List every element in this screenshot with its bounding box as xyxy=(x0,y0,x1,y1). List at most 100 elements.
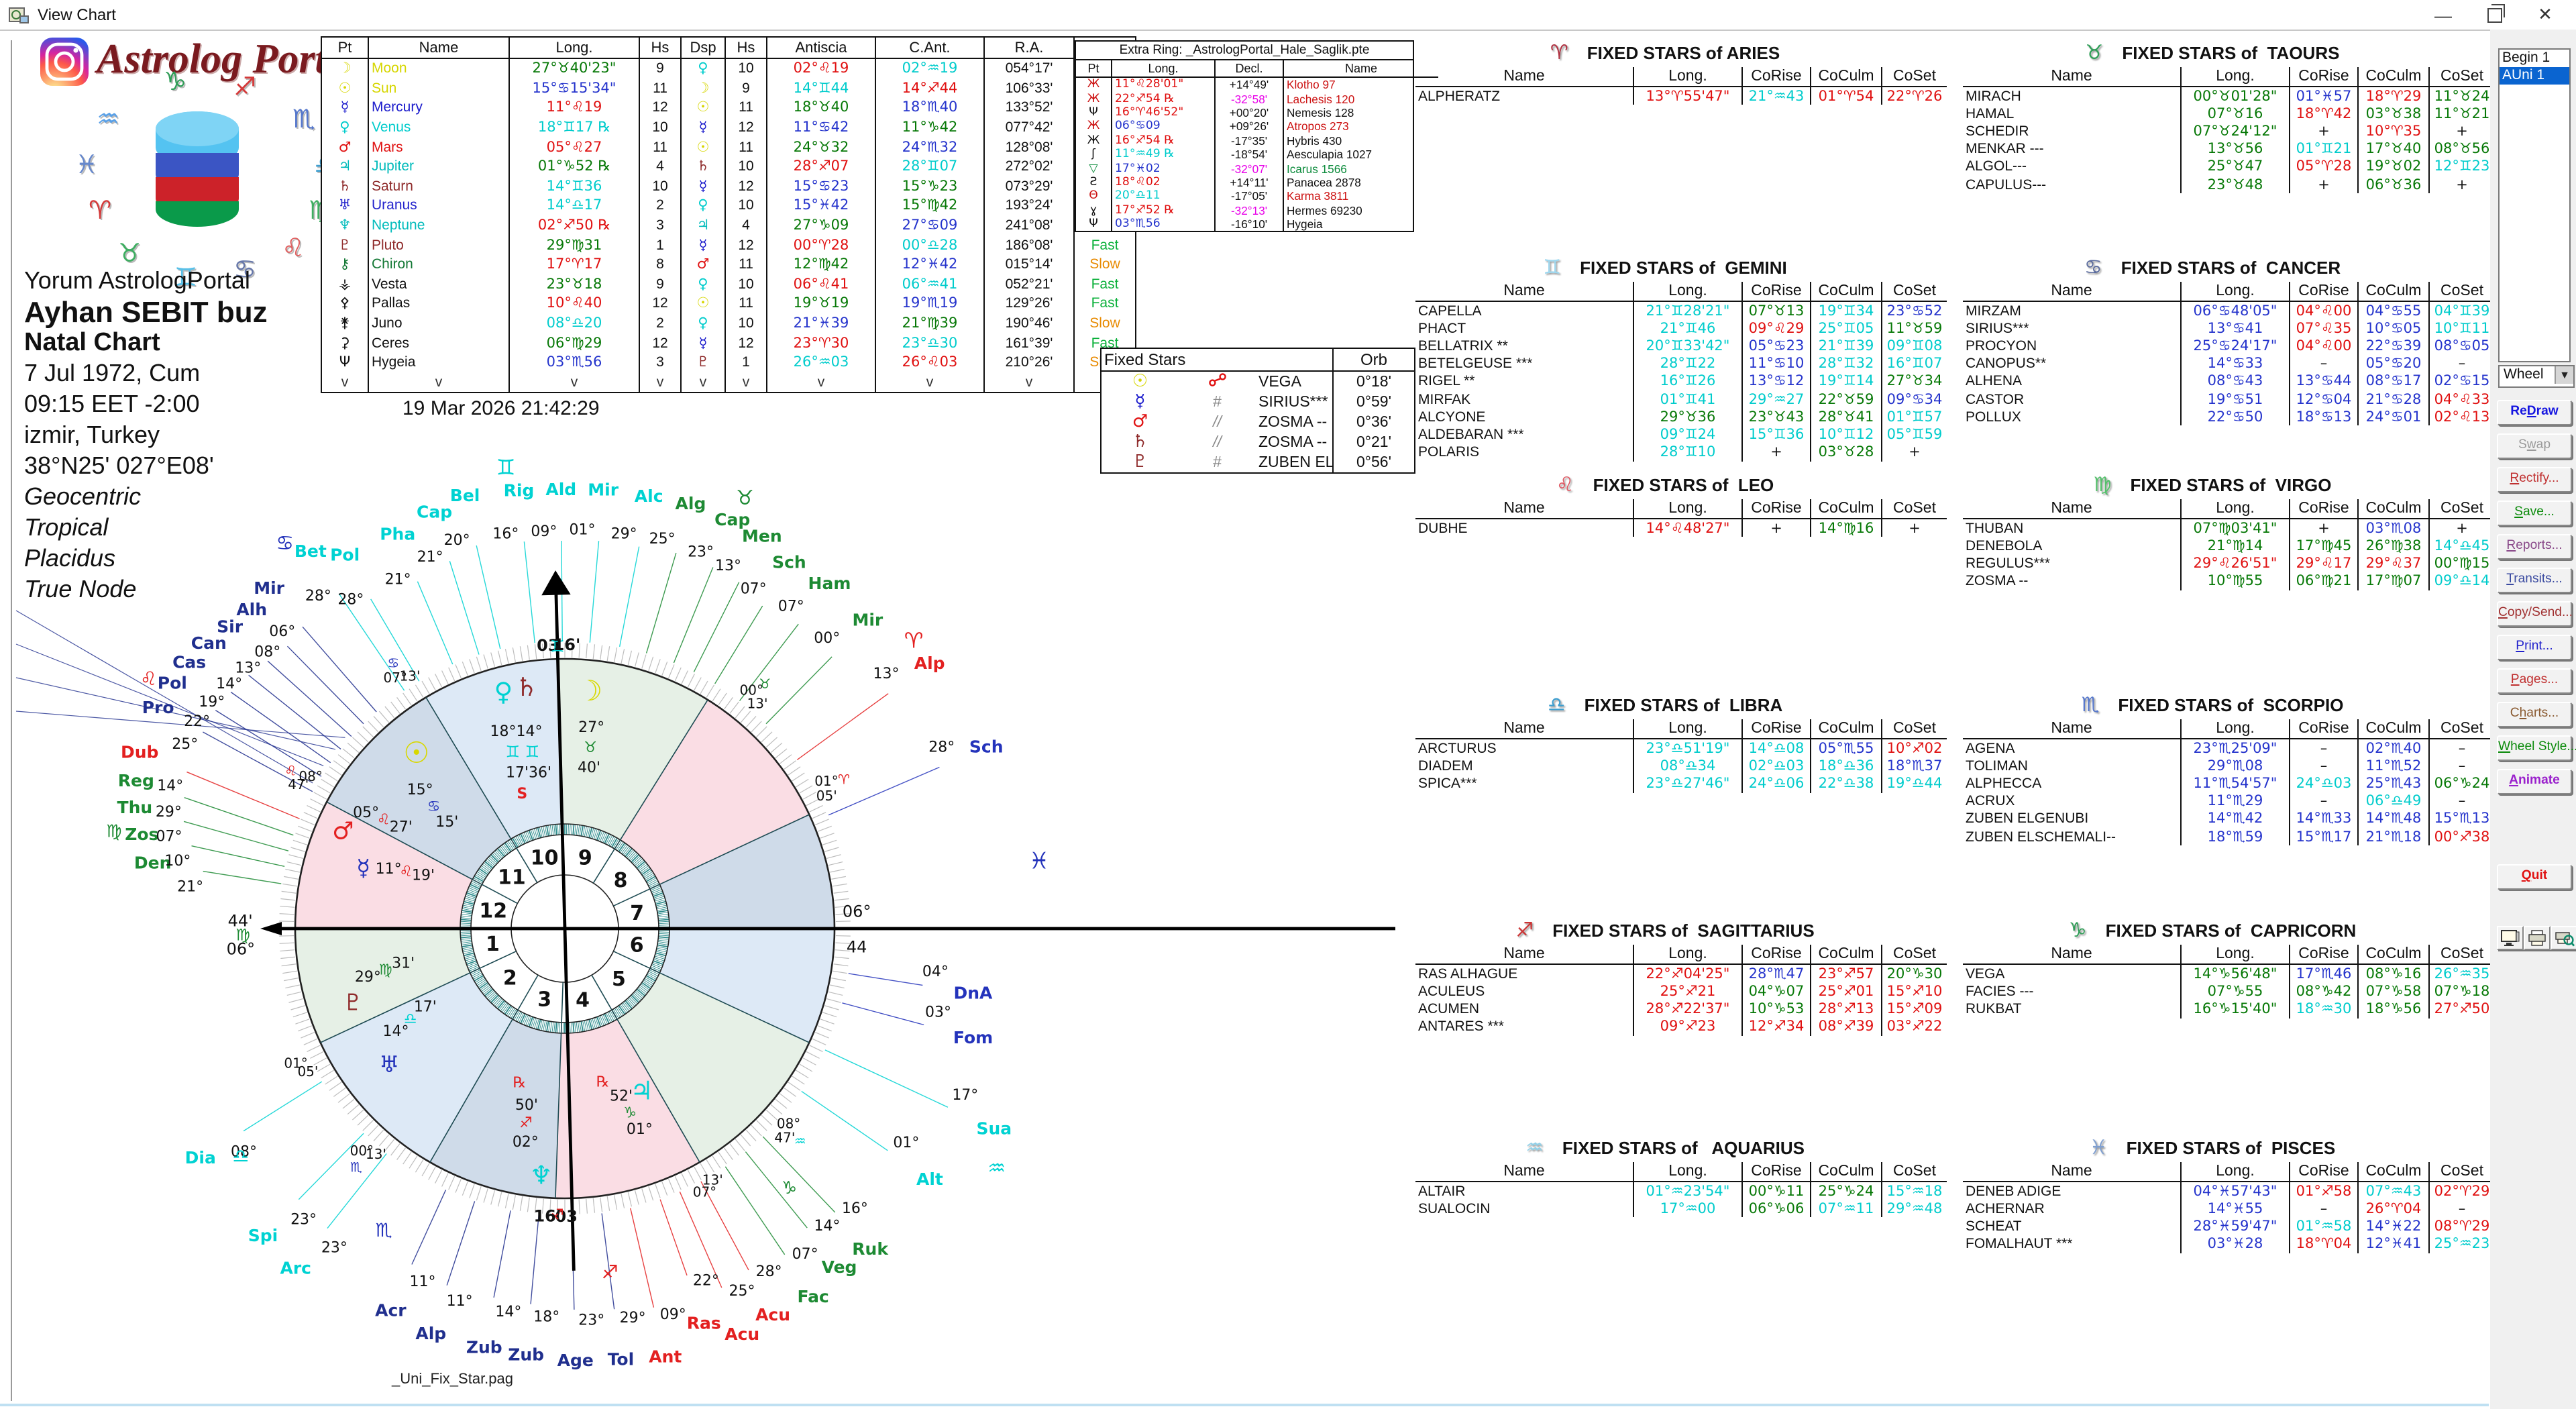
sign-glyph: ♊ xyxy=(496,455,516,480)
svg-text:13': 13' xyxy=(747,696,768,712)
wheel-style-button[interactable]: Wheel Style... xyxy=(2497,735,2576,761)
printer-icon[interactable] xyxy=(2524,926,2551,950)
swap-button[interactable]: Swap xyxy=(2497,433,2572,459)
star-row: ACUMEN 28°♐22'37" 10°♑53 28°♐13 15°♐09 xyxy=(1415,1000,1947,1019)
print-preview-icon[interactable] xyxy=(2551,926,2576,950)
zodiac-glyph: ♋ xyxy=(233,255,257,284)
print-button[interactable]: Print... xyxy=(2497,635,2572,660)
star-label: Reg xyxy=(118,771,154,790)
svg-text:☿: ☿ xyxy=(356,855,370,882)
animate-button[interactable]: Animate xyxy=(2497,769,2572,794)
save-button[interactable]: Save... xyxy=(2497,501,2572,526)
svg-text:28°: 28° xyxy=(337,592,364,609)
chart-list-item[interactable]: Begin 1 xyxy=(2502,50,2551,66)
chart-info-line: Ayhan SEBIT buz xyxy=(24,295,268,329)
reports-button[interactable]: Reports... xyxy=(2497,534,2572,560)
chevron-down-icon[interactable]: ▼ xyxy=(2555,366,2573,384)
aquarius-sign-icon: ♒ xyxy=(1525,1135,1544,1159)
svg-text:29°: 29° xyxy=(156,804,182,821)
quit-button[interactable]: Quit xyxy=(2497,864,2572,890)
star-row: ZUBEN ELSCHEMALI-- 18°♏59 15°♏17 21°♏18 00°♐… xyxy=(1963,827,2494,846)
star-row: CASTOR 19°♋51 12°♋04 21°♋28 04°♌33 xyxy=(1963,390,2494,409)
svg-text:17'36': 17'36' xyxy=(506,765,551,782)
star-row: CAPELLA 21°♊28'21" 07°♉13 19°♊34 23°♋52 xyxy=(1415,301,1947,320)
zodiac-glyph: ♒ xyxy=(97,105,120,134)
scroll-indicator-row: vvvvvvvvvv xyxy=(321,372,1136,393)
star-row: VEGA 14°♑56'48" 17°♏46 08°♑16 26°♒35 xyxy=(1963,964,2494,983)
planet-row: ♂ Mars 05°♌27 11 ☉ 11 24°♉32 24°♏32 128°… xyxy=(321,137,1136,157)
svg-text:14°: 14° xyxy=(216,676,242,692)
star-label: Spi xyxy=(248,1226,278,1245)
svg-text:17': 17' xyxy=(414,999,437,1016)
svg-text:13°: 13° xyxy=(873,666,899,682)
star-row: CAPULUS--- 23°♉48 +06°♉36 + xyxy=(1963,175,2494,194)
svg-text:05': 05' xyxy=(297,1063,318,1080)
redraw-button[interactable]: ReDraw xyxy=(2497,400,2572,425)
fixed-stars-table-taurus: ♉ FIXED STARS of TAOURS Name Long. CoRise CoC… xyxy=(1963,40,2494,194)
star-row: DIADEM 08°♎34 02°♎03 18°♎36 18°♏37 xyxy=(1415,757,1947,775)
planet-row: Ψ Hygeia 03°♏56 3 ♇ 1 26°♒03 26°♌03 210°… xyxy=(321,352,1136,372)
star-label: Cas xyxy=(172,653,206,672)
svg-text:01°: 01° xyxy=(284,1055,307,1071)
star-row: SPICA*** 23°♎27'46" 24°♎06 22°♎38 19°♎44 xyxy=(1415,774,1947,793)
svg-text:23°: 23° xyxy=(578,1312,604,1329)
svg-text:♋: ♋ xyxy=(387,655,399,671)
transits-button[interactable]: Transits... xyxy=(2497,568,2572,593)
chart-info-line: Geocentric xyxy=(24,483,142,510)
star-row: SCHEAT 28°♓59'47" 01°♒58 14°♓22 08°♈29 xyxy=(1963,1217,2494,1236)
chart-info-line: 7 Jul 1972, Cum xyxy=(24,360,201,386)
star-row: PHACT 21°♊46 09°♌29 25°♊05 11°♉59 xyxy=(1415,319,1947,337)
star-row: HAMAL 07°♉16 18°♈42 03°♉38 11°♉21 xyxy=(1963,105,2494,123)
chart-info-line: 38°N25' 027°E08' xyxy=(24,452,214,479)
svg-text:13': 13' xyxy=(400,668,421,684)
svg-text:29°: 29° xyxy=(611,526,637,543)
extra-ring-header: Pt Long. Decl. Name xyxy=(1076,60,1438,78)
star-row: FOMALHAUT *** 03°♓28 18°♈04 12°♓41 25°♒23 xyxy=(1963,1235,2494,1253)
restore-button[interactable] xyxy=(2469,0,2520,30)
svg-text:05°: 05° xyxy=(353,804,379,821)
svg-text:06°: 06° xyxy=(269,623,295,640)
star-row: MIRZAM 06°♋48'05" 04°♌00 04°♋55 04°♊39 xyxy=(1963,301,2494,320)
rectify-button[interactable]: Rectify... xyxy=(2497,467,2572,492)
wheel-mode-select[interactable]: Wheel ▼ xyxy=(2498,365,2575,388)
fixed-stars-legend: Fixed Stars Orb ☉ VEGA 0°18' ☿ # SIRIUS*… xyxy=(1100,348,1415,474)
star-row: ALTAIR 01°♒23'54" 00°♑11 25°♑24 15°♒18 xyxy=(1415,1182,1947,1200)
planet-row: ♀ Venus 18°♊17 ℞ 10 ☿ 12 11°♋42 11°♑42 0… xyxy=(321,117,1136,138)
svg-text:♐: ♐ xyxy=(519,1115,533,1132)
svg-text:15': 15' xyxy=(435,814,458,831)
svg-text:44': 44' xyxy=(228,911,253,930)
copy-send-button[interactable]: Copy/Send... xyxy=(2497,601,2573,627)
star-label: Rig xyxy=(504,481,535,501)
legend-row: ☿ # SIRIUS*** 0°59' xyxy=(1102,392,1414,412)
svg-text:♄: ♄ xyxy=(515,672,538,702)
svg-text:21°: 21° xyxy=(417,549,443,566)
star-row: SCHEDIR 07°♉24'12" +10°♈35 + xyxy=(1963,122,2494,141)
monitor-icon[interactable] xyxy=(2497,926,2524,950)
svg-text:03: 03 xyxy=(555,1207,578,1226)
svg-text:5: 5 xyxy=(612,968,626,991)
star-row: DENEBOLA 21°♍14 17°♍45 26°♍38 14°♎45 xyxy=(1963,537,2494,555)
star-label: Pha xyxy=(380,525,415,544)
star-row: SIRIUS*** 13°♋41 07°♌35 10°♋05 10°♊11 xyxy=(1963,319,2494,337)
star-table-header: Name Long. CoRise CoCulm CoSet xyxy=(1415,282,1947,302)
star-table-title: ♈ FIXED STARS of ARIES xyxy=(1550,40,1780,64)
svg-text:47': 47' xyxy=(774,1130,795,1146)
svg-text:06°: 06° xyxy=(843,902,871,921)
title-bar: View Chart — ✕ xyxy=(0,0,2576,31)
svg-text:10: 10 xyxy=(531,846,559,870)
window-edge-bottom xyxy=(0,1404,2489,1406)
chart-listbox[interactable]: Begin 1 AUni 1 xyxy=(2498,48,2571,362)
svg-text:27°: 27° xyxy=(578,719,604,736)
svg-text:14°: 14° xyxy=(495,1304,521,1320)
close-button[interactable]: ✕ xyxy=(2538,4,2553,24)
charts-button[interactable]: Charts... xyxy=(2497,702,2572,727)
star-table-header: Name Long. CoRise CoCulm CoSet xyxy=(1963,1162,2494,1182)
svg-text:21°: 21° xyxy=(177,878,203,895)
minimize-button[interactable]: — xyxy=(2434,5,2452,25)
svg-text:♐: ♐ xyxy=(549,1206,564,1224)
star-row: ZUBEN ELGENUBI 14°♏42 14°♏33 14°♏48 15°♏13 xyxy=(1963,810,2494,828)
svg-text:♑: ♑ xyxy=(623,1105,637,1122)
chart-list-item[interactable]: AUni 1 xyxy=(2500,67,2569,85)
svg-text:19°: 19° xyxy=(199,694,225,711)
pages-button[interactable]: Pages... xyxy=(2497,668,2572,694)
